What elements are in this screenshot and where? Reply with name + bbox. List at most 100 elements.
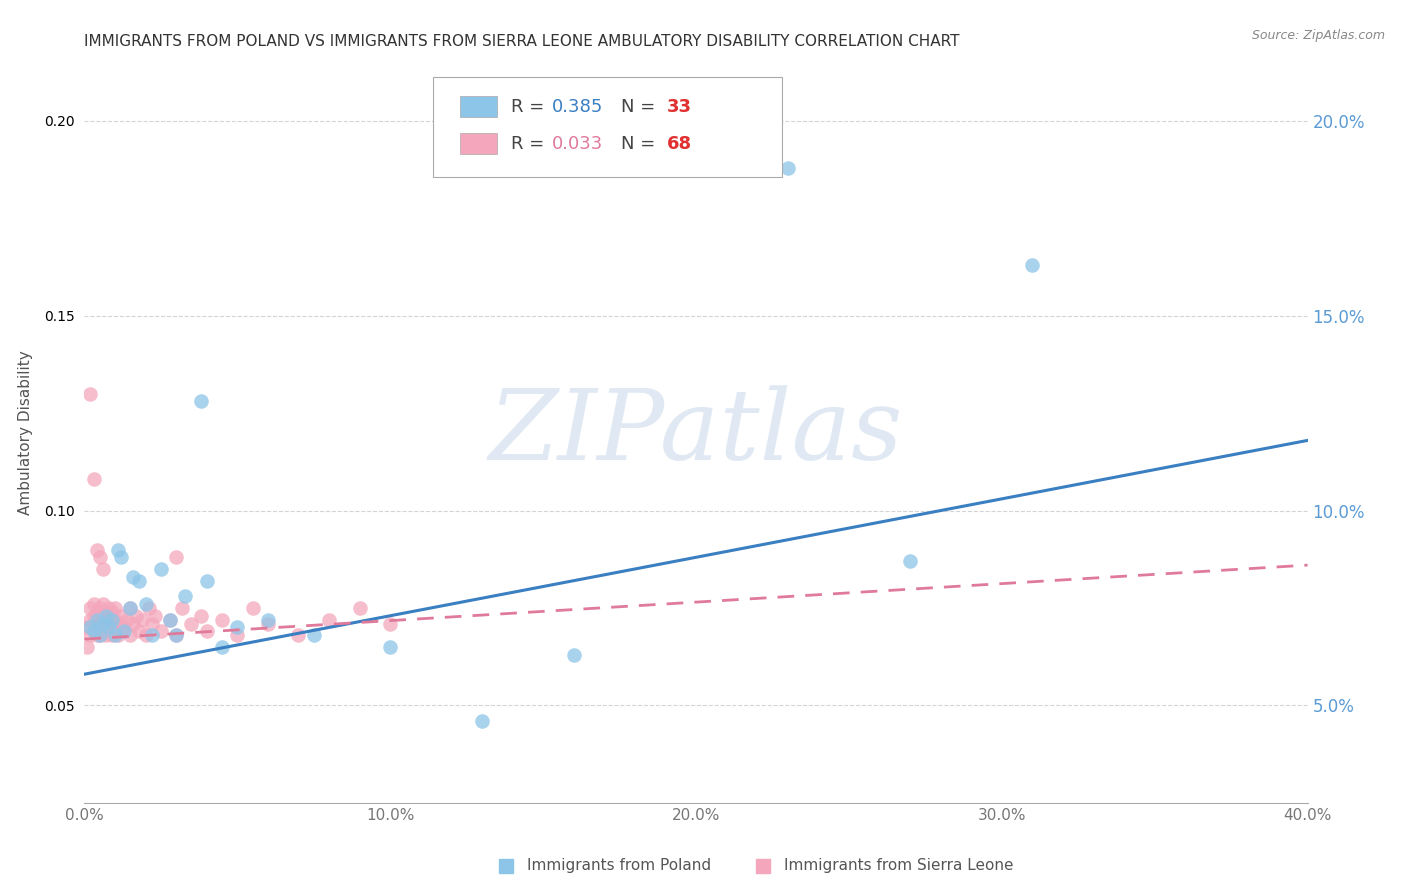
Point — [349, 601, 371, 615]
Point — [471, 714, 494, 728]
Point — [94, 608, 117, 623]
Text: Immigrants from Poland: Immigrants from Poland — [527, 858, 711, 873]
Point — [149, 624, 172, 639]
Point — [86, 616, 108, 631]
Point — [143, 608, 166, 623]
Point — [898, 554, 921, 568]
Point — [211, 640, 233, 654]
Point — [135, 597, 157, 611]
Text: Source: ZipAtlas.com: Source: ZipAtlas.com — [1251, 29, 1385, 42]
Point — [128, 574, 150, 588]
Point — [122, 570, 145, 584]
Point — [91, 616, 114, 631]
Point — [287, 628, 309, 642]
Point — [110, 624, 132, 639]
Point — [91, 562, 114, 576]
Point — [89, 613, 111, 627]
Point — [97, 608, 120, 623]
Bar — [460, 96, 496, 117]
Point — [226, 628, 249, 642]
Point — [122, 616, 145, 631]
Point — [110, 550, 132, 565]
Point — [112, 620, 135, 634]
Point — [91, 616, 114, 631]
Text: 33: 33 — [666, 97, 692, 115]
Point — [97, 601, 120, 615]
Point — [79, 620, 101, 634]
Bar — [460, 134, 496, 154]
Text: 0.033: 0.033 — [551, 135, 603, 153]
Point — [110, 608, 132, 623]
Point — [83, 624, 105, 639]
Text: 0.385: 0.385 — [551, 97, 603, 115]
Point — [86, 628, 108, 642]
Point — [1021, 258, 1043, 272]
Point — [94, 628, 117, 642]
Point — [89, 628, 111, 642]
Point — [120, 628, 142, 642]
Point — [104, 601, 127, 615]
Point — [226, 620, 249, 634]
Point — [86, 542, 108, 557]
Point — [165, 628, 187, 642]
Point — [83, 608, 105, 623]
Point — [112, 624, 135, 639]
Point — [83, 472, 105, 486]
Point — [79, 386, 101, 401]
Point — [195, 624, 218, 639]
Text: R =: R = — [512, 135, 550, 153]
Point — [107, 616, 129, 631]
Point — [91, 624, 114, 639]
Text: ZIPatlas: ZIPatlas — [489, 385, 903, 480]
Point — [83, 624, 105, 639]
Point — [257, 613, 280, 627]
Point — [149, 562, 172, 576]
Point — [125, 608, 148, 623]
Point — [101, 605, 124, 619]
Point — [172, 601, 194, 615]
Point — [165, 628, 187, 642]
Text: 68: 68 — [666, 135, 692, 153]
Point — [83, 597, 105, 611]
Point — [79, 601, 101, 615]
Text: IMMIGRANTS FROM POLAND VS IMMIGRANTS FROM SIERRA LEONE AMBULATORY DISABILITY COR: IMMIGRANTS FROM POLAND VS IMMIGRANTS FRO… — [84, 34, 960, 49]
Text: N =: N = — [621, 135, 661, 153]
Point — [86, 613, 108, 627]
Point — [190, 394, 212, 409]
Point — [79, 613, 101, 627]
Point — [190, 608, 212, 623]
Point — [86, 605, 108, 619]
Point — [195, 574, 218, 588]
Point — [159, 613, 181, 627]
Point — [107, 628, 129, 642]
Point — [562, 648, 585, 662]
Point — [257, 616, 280, 631]
Point — [107, 542, 129, 557]
Point — [138, 601, 160, 615]
Point — [141, 628, 163, 642]
Point — [115, 613, 138, 627]
Point — [104, 628, 127, 642]
Point — [101, 613, 124, 627]
Point — [180, 616, 202, 631]
Point — [120, 601, 142, 615]
Point — [97, 624, 120, 639]
Point — [165, 550, 187, 565]
Point — [79, 628, 101, 642]
Point — [101, 616, 124, 631]
Point — [318, 613, 340, 627]
Point — [94, 620, 117, 634]
Point — [120, 601, 142, 615]
Point — [159, 613, 181, 627]
Point — [302, 628, 325, 642]
Point — [76, 640, 98, 654]
Text: Immigrants from Sierra Leone: Immigrants from Sierra Leone — [785, 858, 1014, 873]
Point — [242, 601, 264, 615]
Text: N =: N = — [621, 97, 661, 115]
Point — [91, 597, 114, 611]
Point — [135, 628, 157, 642]
Point — [89, 628, 111, 642]
Point — [776, 161, 799, 175]
Point — [101, 628, 124, 642]
Point — [91, 608, 114, 623]
